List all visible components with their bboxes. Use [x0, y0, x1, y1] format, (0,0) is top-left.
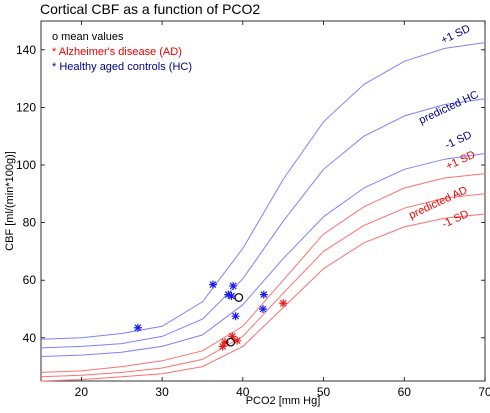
x-tick-label: 40 [236, 385, 250, 399]
ad-point [221, 338, 230, 347]
hc-point [133, 323, 142, 332]
y-tick-label: 60 [23, 273, 37, 287]
mean-point [226, 337, 236, 347]
x-tick-label: 60 [398, 385, 412, 399]
ad-point [218, 342, 227, 351]
hc-point [208, 280, 217, 289]
legend-hc: * Healthy aged controls (HC) [52, 61, 192, 73]
x-tick-label: 70 [478, 385, 490, 399]
y-tick-label: 100 [16, 158, 36, 172]
curve-ad-4 [40, 193, 486, 378]
y-tick-label: 140 [16, 43, 36, 57]
hc-point [224, 290, 233, 299]
legend: o mean values * Alzheimer's disease (AD)… [52, 31, 192, 73]
hc-point [259, 305, 267, 313]
curve-ad-5 [40, 213, 486, 382]
hc-point [229, 281, 238, 290]
x-tick-label: 20 [75, 385, 89, 399]
y-tick-label: 120 [16, 100, 36, 114]
chart-title: Cortical CBF as a function of PCO2 [40, 1, 260, 17]
y-tick-label: 80 [23, 216, 37, 230]
hc-point [259, 290, 268, 299]
y-tick-label: 40 [23, 331, 37, 345]
y-axis-title: CBF [ml/(min*100g)] [4, 151, 16, 251]
curve-ad-3 [40, 173, 486, 373]
ad-point [279, 299, 288, 308]
curve-hc-2 [40, 153, 486, 357]
legend-mean: o mean values [52, 31, 124, 43]
markers-layer [133, 280, 288, 351]
curves-layer [40, 42, 486, 382]
ad-point [228, 332, 237, 341]
hc-point [227, 292, 236, 301]
x-tick-label: 30 [155, 385, 169, 399]
plot-area [40, 20, 486, 382]
curve-hc-1 [40, 98, 486, 349]
ad-point [233, 336, 242, 345]
legend-ad: * Alzheimer's disease (AD) [52, 46, 182, 58]
mean-point [234, 293, 244, 302]
x-tick-label: 50 [317, 385, 331, 399]
hc-point [231, 312, 240, 321]
x-axis-title: PCO2 [mm Hg] [246, 395, 321, 407]
curve-hc-0 [40, 42, 486, 340]
ticks-layer: 20 30 40 50 60 70 40 60 80 100 120 140 [16, 21, 490, 399]
